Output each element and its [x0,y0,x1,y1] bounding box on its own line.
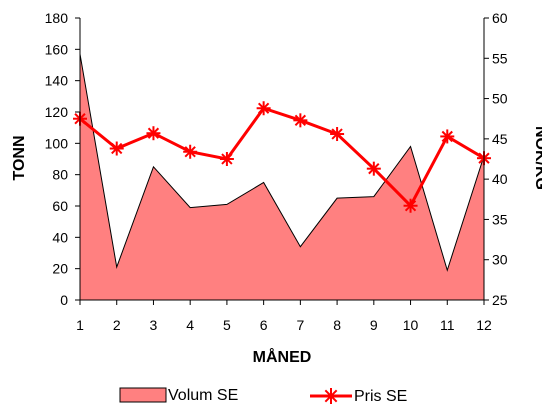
y-axis-title-right: NOK/KG [532,126,542,190]
marker-pris-se [366,161,381,176]
area-volum-se-outline [79,53,485,272]
left-axis-tick-label: 0 [60,292,68,308]
left-axis-tick-label: 140 [45,73,69,89]
marker-pris-se [256,101,271,116]
right-axis-tick-label: 50 [492,91,508,107]
right-axis-tick-label: 40 [492,171,508,187]
marker-pris-se [146,126,161,141]
left-axis-tick-label: 120 [45,104,69,120]
marker-pris-se [330,127,345,142]
x-axis-tick-label: 6 [260,317,268,333]
marker-pris-se [440,129,455,144]
x-axis-tick-label: 7 [296,317,304,333]
marker-pris-se [219,152,234,166]
x-axis-tick-label: 1 [76,317,84,333]
x-axis-tick-label: 3 [150,317,158,333]
x-axis: 1 2 3 4 5 6 7 8 9 10 11 12 [76,299,492,333]
line-pris-se [79,106,485,209]
x-axis-tick-label: 2 [113,317,121,333]
left-axis-tick-label: 100 [45,135,69,151]
right-axis-tick-label: 30 [492,252,508,268]
legend-item-volum: Volum SE [119,387,238,404]
legend: Volum SE Pris SE [119,387,407,405]
legend-swatch-volum [119,387,167,403]
x-axis-tick-label: 8 [333,317,341,333]
x-axis-tick-label: 4 [186,317,194,333]
x-axis-tick-label: 10 [403,317,419,333]
x-axis-tick-label: 12 [476,317,492,333]
marker-pris-se [293,113,308,128]
marker-pris-se [403,198,418,213]
legend-marker-pris [323,388,339,404]
marker-pris-se [109,141,124,156]
left-axis-tick-label: 180 [45,10,69,26]
right-axis-tick-label: 35 [492,211,508,227]
left-axis: 0 20 40 60 80 100 120 140 160 180 [45,10,81,308]
legend-asterisk-pris [323,388,339,404]
left-axis-tick-label: 60 [52,198,68,214]
plot-area [73,53,491,301]
y-axis-title-left: TONN [11,135,28,180]
x-axis-tick-label: 5 [223,317,231,333]
marker-pris-se [183,144,198,159]
right-axis-tick-label: 55 [492,50,508,66]
x-axis-tick-label: 9 [370,317,378,333]
right-axis-tick-label: 25 [492,292,508,308]
x-axis-title: MÅNED [253,347,312,366]
left-axis-tick-label: 20 [52,261,68,277]
legend-item-pris: Pris SE [310,388,407,405]
right-axis-tick-label: 45 [492,131,508,147]
right-axis: 25 30 35 40 45 50 55 60 [483,10,508,308]
area-volum-se [80,54,484,301]
left-axis-tick-label: 80 [52,167,68,183]
left-axis-tick-label: 160 [45,41,69,57]
legend-label-volum: Volum SE [168,387,238,404]
x-axis-tick-label: 11 [440,317,455,333]
left-axis-tick-label: 40 [52,229,68,245]
right-axis-tick-label: 60 [492,10,508,26]
legend-label-pris: Pris SE [354,388,407,405]
